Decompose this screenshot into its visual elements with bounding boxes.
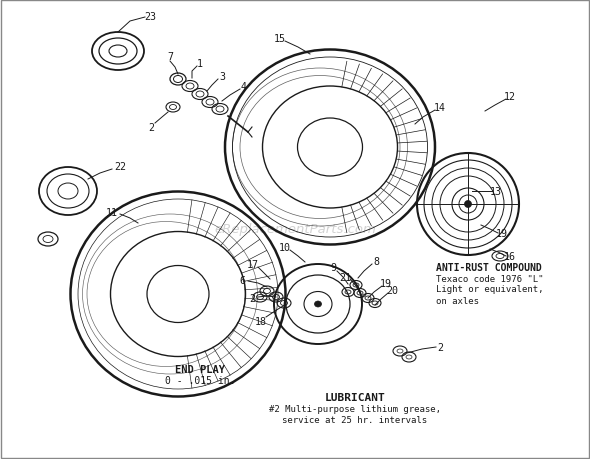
Text: 14: 14 (434, 103, 446, 113)
Text: 0 - .015 in.: 0 - .015 in. (165, 375, 235, 385)
Text: 6: 6 (239, 275, 245, 285)
Text: service at 25 hr. intervals: service at 25 hr. intervals (283, 415, 428, 425)
Text: LUBRICANT: LUBRICANT (324, 392, 385, 402)
Text: 18: 18 (255, 316, 267, 326)
Text: ANTI-RUST COMPOUND: ANTI-RUST COMPOUND (436, 263, 542, 272)
Text: END PLAY: END PLAY (175, 364, 225, 374)
Text: 1: 1 (197, 59, 203, 69)
Text: 3: 3 (219, 72, 225, 82)
Text: 8: 8 (373, 257, 379, 266)
Text: 23: 23 (144, 12, 156, 22)
Text: 10: 10 (279, 242, 291, 252)
Text: 11: 11 (106, 207, 118, 218)
Text: 19: 19 (496, 229, 508, 239)
Text: 22: 22 (114, 162, 126, 172)
Text: 2: 2 (249, 293, 255, 303)
Text: 2: 2 (437, 342, 443, 352)
Text: 20: 20 (386, 285, 398, 295)
Text: 12: 12 (504, 92, 516, 102)
Text: 2: 2 (148, 123, 154, 133)
Text: 17: 17 (247, 259, 259, 269)
Text: Texaco code 1976 "L": Texaco code 1976 "L" (436, 274, 543, 283)
Ellipse shape (464, 201, 471, 208)
Text: #2 Multi-purpose lithium grease,: #2 Multi-purpose lithium grease, (269, 405, 441, 414)
Text: 7: 7 (167, 52, 173, 62)
Text: 4: 4 (241, 82, 247, 92)
Text: Light or equivalent,: Light or equivalent, (436, 285, 543, 294)
Ellipse shape (314, 302, 322, 308)
Text: 13: 13 (490, 187, 502, 196)
Text: 15: 15 (274, 34, 286, 44)
Text: on axles: on axles (436, 296, 479, 305)
Text: 9: 9 (330, 263, 336, 272)
Text: 19: 19 (380, 279, 392, 288)
Text: 16: 16 (504, 252, 516, 262)
Text: 21: 21 (339, 272, 351, 282)
Text: eReplacementParts.com: eReplacementParts.com (214, 223, 376, 236)
